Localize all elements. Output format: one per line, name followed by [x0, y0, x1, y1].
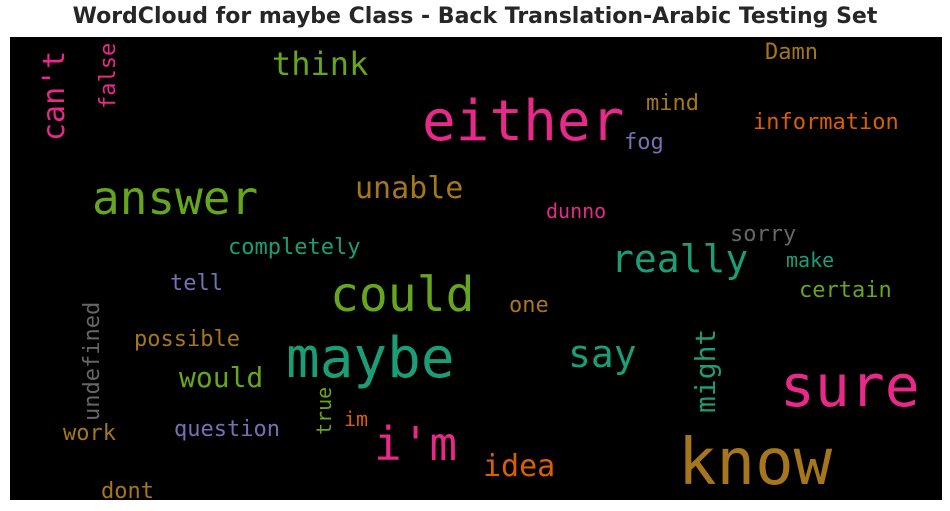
word-sorry: sorry	[730, 222, 797, 247]
word-answer: answer	[92, 171, 259, 225]
word-dunno: dunno	[546, 199, 607, 223]
word-think: think	[272, 45, 369, 83]
word-information: information	[753, 110, 899, 135]
word-idea: idea	[483, 449, 556, 484]
word-one: one	[509, 293, 549, 318]
word-dont: dont	[101, 479, 154, 501]
word-make: make	[786, 248, 835, 272]
word-say: say	[568, 332, 637, 376]
word-damn: Damn	[765, 40, 818, 65]
word-undefined: undefined	[80, 301, 105, 421]
word-im: im	[344, 407, 369, 431]
word-im-apos: i'm	[374, 417, 458, 471]
word-fog: fog	[624, 130, 664, 155]
word-unable: unable	[355, 171, 464, 206]
word-certain: certain	[799, 278, 892, 303]
word-sure: sure	[780, 352, 920, 420]
word-question: question	[174, 417, 280, 442]
word-know: know	[678, 426, 833, 500]
word-maybe: maybe	[286, 326, 455, 391]
word-false: false	[96, 42, 121, 109]
word-might: might	[689, 328, 722, 413]
word-mind: mind	[646, 91, 699, 116]
word-work: work	[63, 421, 116, 446]
chart-title: WordCloud for maybe Class - Back Transla…	[72, 4, 878, 29]
word-cant: can't	[37, 50, 72, 141]
word-true: true	[312, 386, 336, 435]
word-would: would	[179, 361, 264, 394]
word-really: really	[611, 237, 749, 281]
wordcloud-canvas: either know sure maybe could answer i'm …	[10, 37, 942, 500]
word-completely: completely	[228, 235, 361, 260]
word-could: could	[330, 267, 475, 323]
word-tell: tell	[170, 271, 223, 296]
word-either: either	[422, 89, 625, 154]
word-possible: possible	[134, 327, 240, 352]
